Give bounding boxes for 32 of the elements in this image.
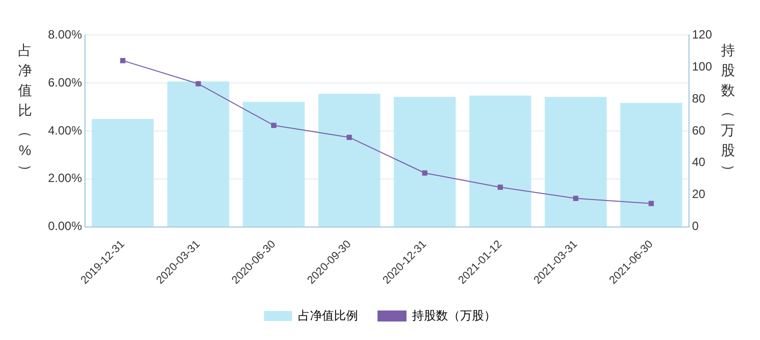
y2-tick-label: 100 [692, 59, 712, 74]
legend-label: 占净值比例 [298, 308, 358, 322]
y2-tick-label: 120 [692, 27, 712, 42]
y2-tick-label: 60 [692, 123, 706, 138]
y2-tick-label: 80 [692, 91, 706, 106]
point [498, 184, 503, 190]
bar [394, 96, 456, 226]
y2-tick-label: 20 [692, 187, 706, 202]
bar [318, 94, 380, 226]
bar [167, 82, 230, 226]
y-axis-title: 占净值比（%） [18, 42, 34, 178]
point [573, 196, 578, 202]
point [196, 81, 201, 86]
y-tick-label: 8.00% [48, 27, 82, 42]
y2-tick-label: 40 [692, 155, 706, 170]
y2-axis-title: 持股数（万股） [721, 42, 738, 178]
legend-label: 持股数（万股） [412, 308, 496, 322]
point [346, 134, 352, 140]
bar [92, 118, 154, 226]
y-tick-label: 0.00% [48, 219, 82, 234]
bar [544, 96, 607, 226]
point [422, 170, 428, 176]
y2-tick-label: 0 [692, 219, 699, 234]
y-tick-label: 6.00% [48, 75, 82, 90]
point [120, 58, 126, 64]
point [271, 122, 276, 128]
y-tick-label: 2.00% [48, 171, 82, 186]
bar [242, 102, 305, 226]
point [648, 200, 654, 206]
bar [620, 102, 682, 226]
bar [469, 96, 532, 226]
y-tick-label: 4.00% [48, 123, 82, 138]
